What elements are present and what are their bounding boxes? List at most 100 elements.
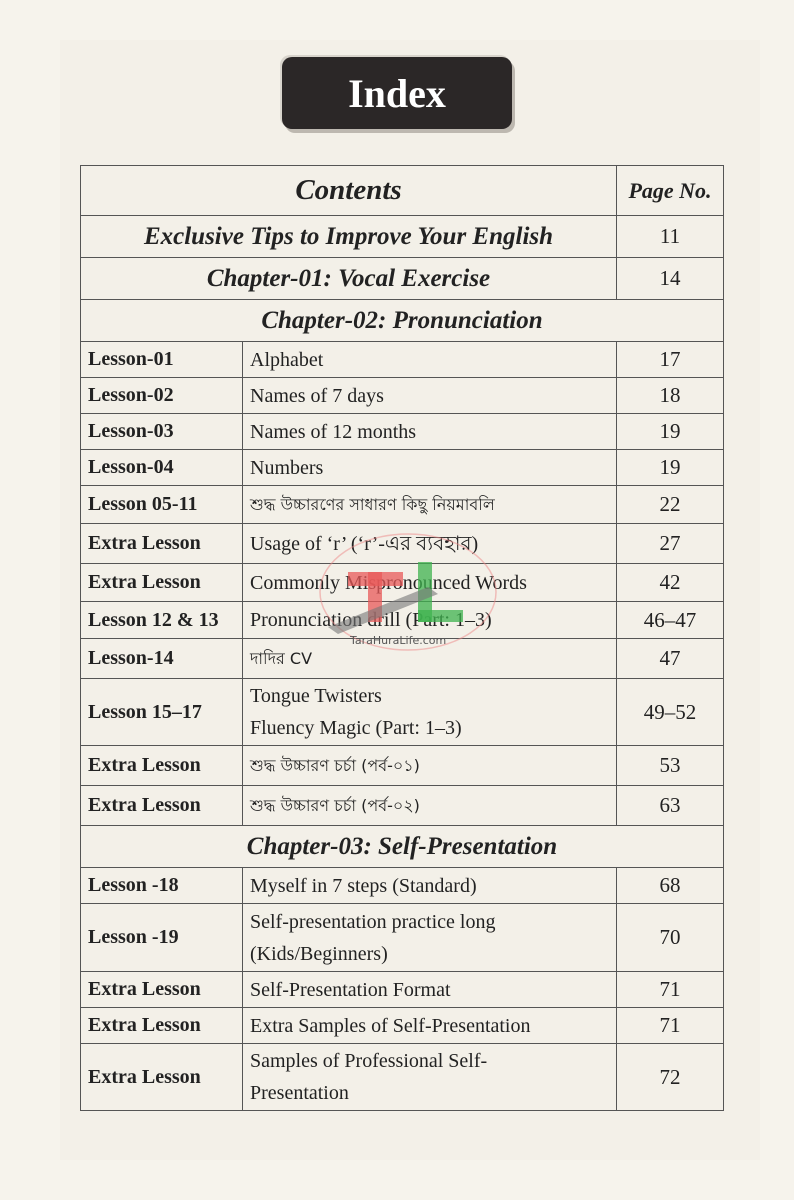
lesson-number: Lesson 15–17 [80,678,243,746]
lesson-title: শুদ্ধ উচ্চারণের সাধারণ কিছু নিয়মাবলি [250,494,495,514]
lesson-number: Extra Lesson [80,785,243,826]
lesson-number: Extra Lesson [80,523,243,564]
page-number: 19 [616,449,724,486]
lesson-title-cell: Extra Samples of Self-Presentation [242,1007,617,1044]
contents-header: Contents [80,165,617,216]
page-number: 17 [616,341,724,378]
lesson-title: Names of 7 days [250,384,384,407]
lesson-row: Extra Lesson Extra Samples of Self-Presen… [80,1007,724,1044]
lesson-title-cell: Myself in 7 steps (Standard) [242,867,617,904]
lesson-title-cell: Tongue Twisters Fluency Magic (Part: 1–3) [242,678,617,746]
chapter-title: Chapter-01: Vocal Exercise [80,257,617,300]
page-number: 49–52 [616,678,724,746]
lesson-title: Self-presentation practice long [250,910,496,933]
lesson-row: Extra Lesson Samples of Professional Self… [80,1043,724,1111]
lesson-title: Extra Samples of Self-Presentation [250,1014,531,1037]
lesson-title-cell: Alphabet [242,341,617,378]
lesson-title-cell: Numbers [242,449,617,486]
lesson-row: Extra Lesson Commonly Mispronounced Words… [80,563,724,602]
lesson-row: Lesson 15–17 Tongue Twisters Fluency Magic… [80,678,724,746]
page-number: 71 [616,971,724,1008]
lesson-title-cell: Self-presentation practice long (Kids/Beg… [242,903,617,972]
page-number: 11 [616,215,724,258]
lesson-title-line2: Presentation [250,1082,349,1104]
lesson-number: Extra Lesson [80,1007,243,1044]
lesson-title: দাদির CV [250,648,313,668]
lesson-title-cell: Names of 12 months [242,413,617,450]
lesson-number: Extra Lesson [80,563,243,602]
page-no-header: Page No. [616,165,724,216]
page-number: 19 [616,413,724,450]
page-number: 70 [616,903,724,972]
chapter-row: Chapter-03: Self-Presentation [80,825,724,868]
lesson-title: শুদ্ধ উচ্চারণ চর্চা (পর্ব-০২) [250,795,420,815]
chapter-heading: Chapter-03: Self-Presentation [80,825,724,868]
lesson-number: Lesson-03 [80,413,243,450]
lesson-row: Lesson-01 Alphabet 17 [80,341,724,378]
lesson-title-cell: শুদ্ধ উচ্চারণ চর্চা (পর্ব-০১) [242,745,617,786]
page-number: 42 [616,563,724,602]
table-header-row: Contents Page No. [80,165,724,216]
lesson-number: Lesson 05-11 [80,485,243,524]
lesson-title-cell: Names of 7 days [242,377,617,414]
lesson-row: Extra Lesson শুদ্ধ উচ্চারণ চর্চা (পর্ব-০১… [80,745,724,786]
lesson-title: Alphabet [250,348,324,371]
page-number: 14 [616,257,724,300]
chapter-row: Exclusive Tips to Improve Your English 11 [80,215,724,258]
page-number: 53 [616,745,724,786]
lesson-title: Numbers [250,456,324,479]
page-number: 22 [616,485,724,524]
lesson-number: Extra Lesson [80,1043,243,1111]
chapter-row: Chapter-02: Pronunciation [80,299,724,342]
lesson-title: Usage of ‘r’ (‘r’-এর ব্যবহার) [250,532,479,555]
chapter-heading: Chapter-02: Pronunciation [80,299,724,342]
lesson-number: Lesson-01 [80,341,243,378]
page-number: 18 [616,377,724,414]
lesson-row: Lesson 05-11 শুদ্ধ উচ্চারণের সাধারণ কিছু … [80,485,724,524]
lesson-number: Lesson 12 & 13 [80,601,243,639]
lesson-row: Lesson -18 Myself in 7 steps (Standard) 68 [80,867,724,904]
page-number: 72 [616,1043,724,1111]
lesson-title-cell: Commonly Mispronounced Words [242,563,617,602]
page-number: 68 [616,867,724,904]
lesson-title-cell: Self-Presentation Format [242,971,617,1008]
page-number: 47 [616,638,724,679]
lesson-title-cell: শুদ্ধ উচ্চারণের সাধারণ কিছু নিয়মাবলি [242,485,617,524]
lesson-number: Lesson-02 [80,377,243,414]
lesson-number: Lesson -18 [80,867,243,904]
watermark-text: TaraHuraLife.com [350,634,447,647]
lesson-title: Self-Presentation Format [250,978,451,1001]
lesson-title-cell: Pronunciation drill (Part: 1–3) [242,601,617,639]
lesson-title: শুদ্ধ উচ্চারণ চর্চা (পর্ব-০১) [250,755,420,775]
lesson-title-line2: Fluency Magic (Part: 1–3) [250,717,462,739]
lesson-number: Lesson-14 [80,638,243,679]
lesson-row: Lesson-03 Names of 12 months 19 [80,413,724,450]
page-title: Index [348,70,446,116]
chapter-title: Exclusive Tips to Improve Your English [80,215,617,258]
lesson-title: Tongue Twisters [250,685,382,707]
lesson-number: Extra Lesson [80,745,243,786]
lesson-row: Extra Lesson Usage of ‘r’ (‘r’-এর ব্যবহার… [80,523,724,564]
page-number: 27 [616,523,724,564]
index-title-badge: Index [282,57,512,129]
lesson-row: Extra Lesson শুদ্ধ উচ্চারণ চর্চা (পর্ব-০২… [80,785,724,826]
lesson-title: Names of 12 months [250,420,417,443]
lesson-number: Lesson-04 [80,449,243,486]
lesson-row: Lesson -19 Self-presentation practice lon… [80,903,724,972]
lesson-row: Extra Lesson Self-Presentation Format 71 [80,971,724,1008]
lesson-number: Lesson -19 [80,903,243,972]
lesson-title: Samples of Professional Self- [250,1050,488,1072]
lesson-row: Lesson 12 & 13 Pronunciation drill (Part:… [80,601,724,639]
lesson-title-cell: Usage of ‘r’ (‘r’-এর ব্যবহার) [242,523,617,564]
lesson-row: Lesson-02 Names of 7 days 18 [80,377,724,414]
lesson-title: Commonly Mispronounced Words [250,571,527,594]
chapter-row: Chapter-01: Vocal Exercise 14 [80,257,724,300]
lesson-title: Myself in 7 steps (Standard) [250,874,477,897]
lesson-title-cell: শুদ্ধ উচ্চারণ চর্চা (পর্ব-০২) [242,785,617,826]
lesson-title-line2: (Kids/Beginners) [250,942,388,965]
page-number: 63 [616,785,724,826]
page-number: 46–47 [616,601,724,639]
lesson-row: Lesson-04 Numbers 19 [80,449,724,486]
page-number: 71 [616,1007,724,1044]
lesson-title-cell: Samples of Professional Self- Presentatio… [242,1043,617,1111]
